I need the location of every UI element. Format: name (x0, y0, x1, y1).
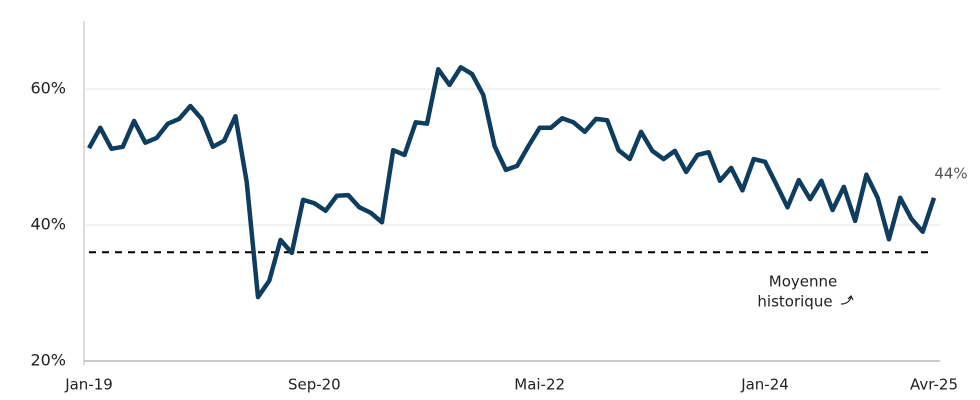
y-tick-label: 40% (30, 215, 66, 234)
reference-label: Moyenne (769, 273, 837, 291)
x-tick-label: Jan-19 (64, 376, 113, 394)
reference-arrow (840, 294, 854, 305)
x-tick-label: Jan-24 (740, 376, 789, 394)
x-tick-label: Avr-25 (910, 376, 958, 394)
line-series (87, 64, 937, 300)
x-tick-label: Mai-22 (514, 376, 565, 394)
y-tick-label: 60% (30, 79, 66, 98)
x-tick-label: Sep-20 (288, 376, 341, 394)
value-label: 44% (934, 164, 967, 182)
y-tick-label: 20% (30, 351, 66, 370)
reference-label: historique (757, 293, 832, 311)
